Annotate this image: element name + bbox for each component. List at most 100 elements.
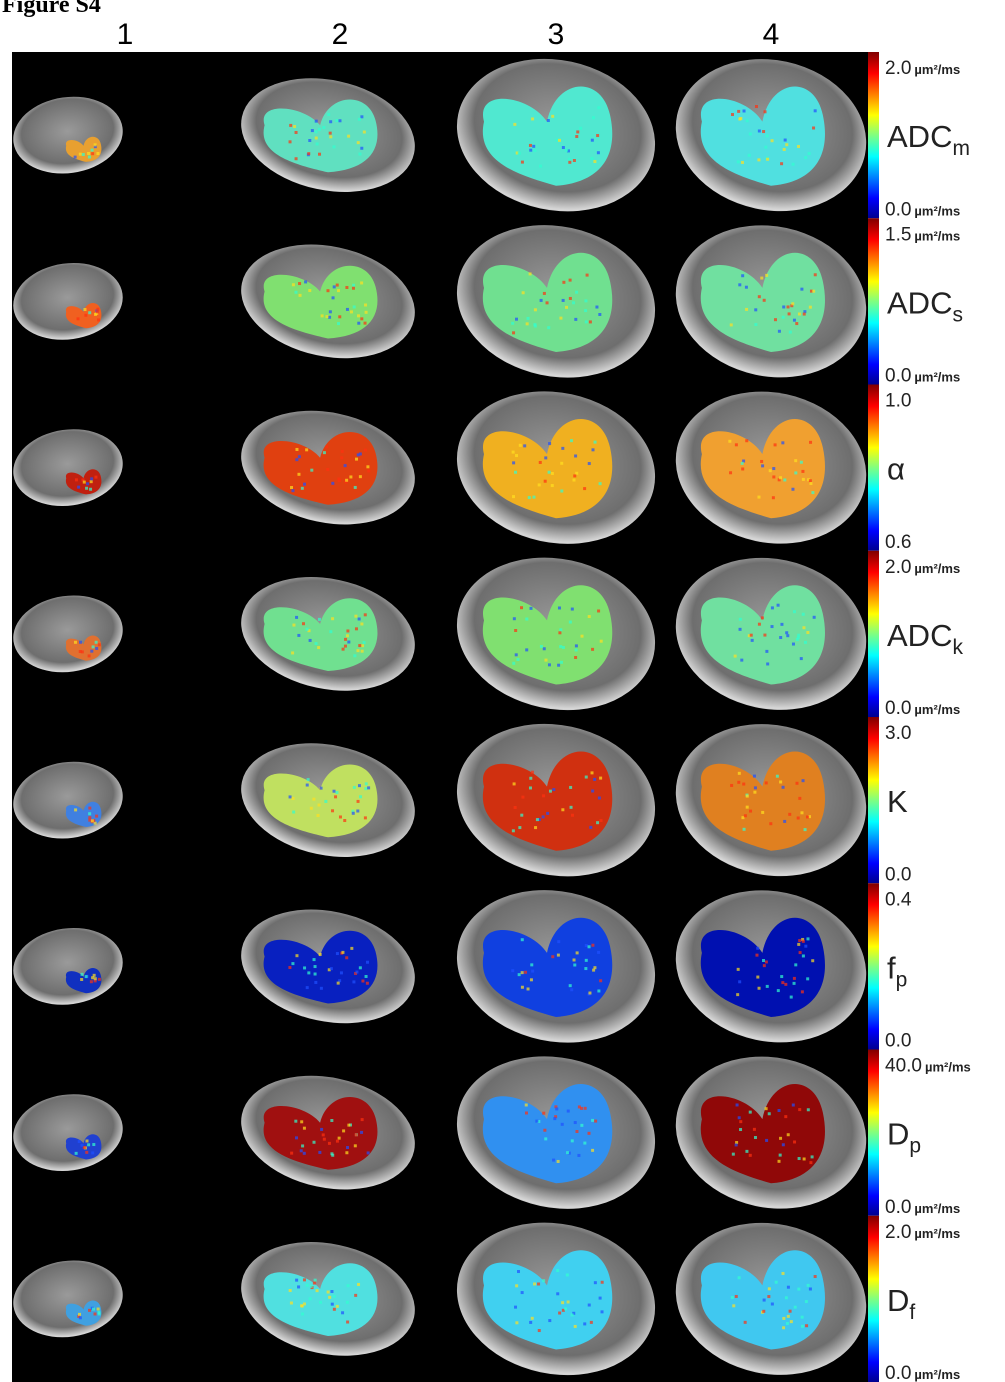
color-bar-min: 0.0 µm²/ms: [885, 1363, 960, 1382]
map-speckle: [793, 1140, 797, 1144]
map-speckle: [593, 966, 597, 970]
value: 0.0: [885, 864, 911, 885]
map-speckle: [591, 1148, 595, 1152]
map-speckle: [325, 315, 329, 319]
map-speckle: [515, 1284, 519, 1288]
map-speckle: [767, 1287, 771, 1291]
map-speckle: [74, 478, 78, 482]
unit: µm²/ms: [925, 1060, 971, 1075]
map-speckle: [91, 1307, 95, 1311]
unit: µm²/ms: [914, 702, 960, 717]
parameter-map: [263, 1096, 378, 1170]
map-speckle: [325, 445, 329, 449]
map-speckle: [350, 946, 354, 950]
map-speckle: [773, 318, 777, 322]
map-speckle: [585, 273, 589, 277]
map-speckle: [777, 1159, 781, 1163]
map-speckle: [556, 1292, 560, 1296]
map-speckle: [295, 1278, 299, 1282]
map-speckle: [805, 1324, 809, 1328]
map-speckle: [356, 141, 360, 145]
map-speckle: [322, 125, 326, 129]
subscript: f: [909, 1301, 915, 1324]
map-speckle: [737, 1116, 741, 1120]
map-speckle: [316, 813, 320, 817]
map-speckle: [291, 797, 295, 801]
map-speckle: [542, 291, 546, 295]
map-speckle: [360, 317, 364, 321]
map-speckle: [542, 794, 546, 798]
map-speckle: [575, 1129, 579, 1133]
map-speckle: [523, 444, 527, 448]
map-speckle: [354, 1293, 358, 1297]
map-speckle: [572, 958, 576, 962]
map-speckle: [511, 321, 515, 325]
map-speckle: [511, 829, 515, 833]
map-speckle: [561, 446, 565, 450]
map-speckle: [792, 976, 796, 980]
map-speckle: [345, 956, 349, 960]
map-speckle: [80, 1143, 84, 1147]
map-speckle: [583, 487, 587, 491]
map-speckle: [521, 291, 525, 295]
map-speckle: [353, 485, 357, 489]
map-speckle: [357, 784, 361, 788]
map-speckle: [785, 631, 789, 635]
value: 0.6: [885, 532, 911, 553]
map-speckle: [295, 954, 299, 958]
map-speckle: [516, 658, 520, 662]
map-speckle: [801, 779, 805, 783]
map-speckle: [295, 615, 299, 619]
map-speckle: [352, 305, 356, 309]
map-speckle: [734, 1143, 738, 1147]
map-speckle: [542, 1111, 546, 1115]
map-speckle: [293, 125, 297, 129]
map-speckle: [529, 606, 533, 610]
map-speckle: [587, 1303, 591, 1307]
map-speckle: [512, 617, 516, 621]
map-speckle: [304, 280, 308, 284]
color-bar: [868, 218, 879, 385]
map-speckle: [559, 628, 563, 632]
map-speckle: [543, 479, 547, 483]
map-speckle: [338, 979, 342, 983]
parameter-name: Dp: [887, 1117, 921, 1158]
map-speckle: [80, 978, 84, 982]
subscript: k: [952, 636, 963, 659]
value: 40.0: [885, 1056, 922, 1077]
map-speckle: [524, 1111, 528, 1115]
map-speckle: [599, 979, 603, 983]
map-speckle: [352, 980, 356, 984]
map-speckle: [557, 663, 561, 667]
map-speckle: [366, 465, 370, 469]
map-speckle: [782, 305, 786, 309]
color-bar-max: 1.5 µm²/ms: [885, 224, 960, 245]
map-speckle: [794, 471, 798, 475]
value: 0.0: [885, 1197, 911, 1218]
map-speckle: [569, 785, 573, 789]
map-speckle: [520, 971, 524, 975]
parameter-name: α: [887, 452, 905, 487]
map-speckle: [560, 461, 564, 465]
map-speckle: [779, 636, 783, 640]
map-speckle: [801, 477, 805, 481]
map-speckle: [763, 110, 767, 114]
map-speckle: [780, 622, 784, 626]
map-speckle: [342, 1129, 346, 1133]
column-label: 4: [763, 18, 780, 51]
map-speckle: [777, 329, 781, 333]
map-speckle: [361, 644, 365, 648]
map-speckle: [548, 789, 552, 793]
map-speckle: [779, 476, 783, 480]
map-speckle: [757, 158, 761, 162]
map-speckle: [291, 651, 295, 655]
map-speckle: [317, 127, 321, 131]
map-speckle: [777, 1109, 781, 1113]
map-speckle: [91, 1151, 95, 1155]
map-speckle: [794, 459, 798, 463]
map-speckle: [542, 647, 546, 651]
color-bar-max: 40.0 µm²/ms: [885, 1056, 971, 1077]
map-speckle: [755, 953, 759, 957]
map-speckle: [537, 1120, 541, 1124]
map-speckle: [328, 315, 332, 319]
